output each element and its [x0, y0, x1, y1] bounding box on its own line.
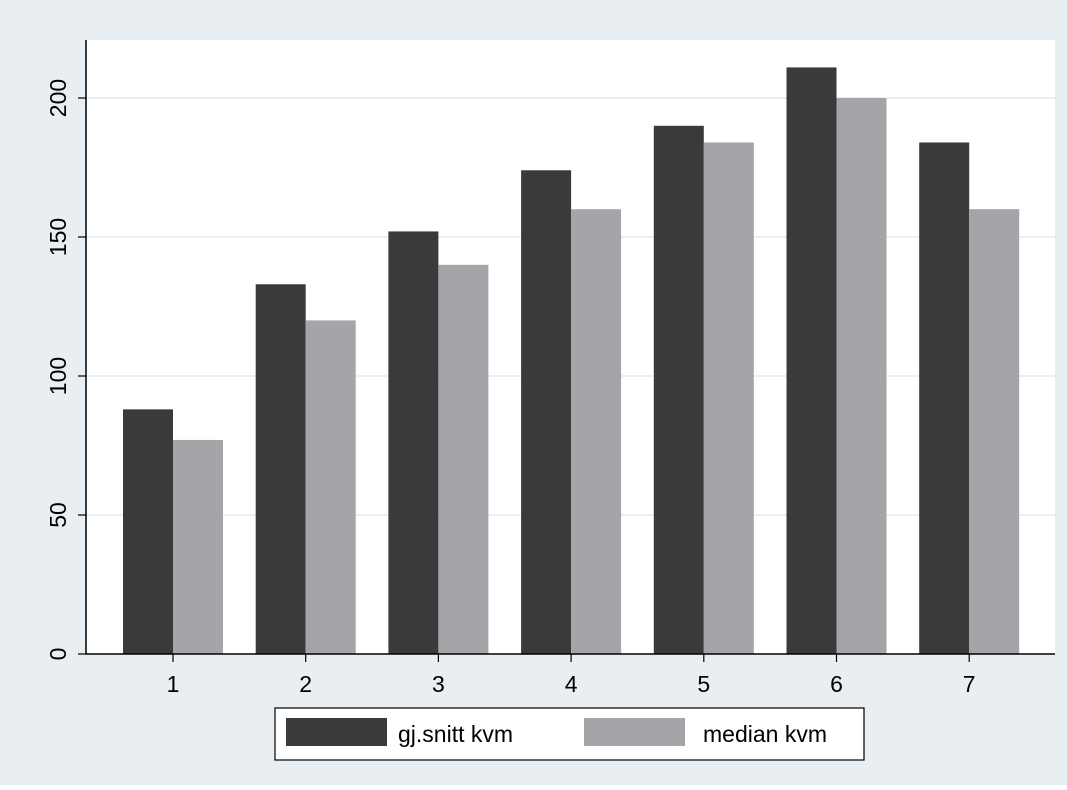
y-tick-label: 150: [45, 218, 71, 256]
y-tick-label: 200: [45, 79, 71, 117]
y-axis: 0 50 100 150 200: [45, 79, 86, 661]
legend: gj.snitt kvm median kvm: [274, 707, 865, 761]
bar-median-kvm-7: [969, 209, 1020, 654]
y-tick-label: 100: [45, 357, 71, 395]
x-axis: 1 2 3 4 5 6 7: [167, 654, 976, 697]
bar-median-kvm-1: [173, 439, 223, 654]
x-tick-label: 2: [299, 671, 312, 697]
bar-median-kvm-5: [703, 142, 754, 655]
y-tick-label: 50: [45, 502, 71, 528]
bar-median-kvm-4: [571, 209, 622, 654]
bar-median-kvm-6: [836, 98, 887, 654]
legend-label-gj-snitt-kvm: gj.snitt kvm: [398, 721, 513, 747]
x-tick-label: 7: [963, 671, 976, 697]
x-tick-label: 4: [565, 671, 578, 697]
y-tick-label: 0: [45, 648, 71, 661]
bar-gj-snitt-kvm-5: [653, 125, 704, 655]
bar-gj-snitt-kvm-2: [255, 284, 306, 654]
x-tick-label: 3: [432, 671, 445, 697]
bar-gj-snitt-kvm-3: [388, 231, 439, 654]
bars: [123, 67, 1020, 655]
bar-median-kvm-2: [305, 320, 356, 654]
legend-swatch-median-kvm: [584, 718, 685, 746]
bar-median-kvm-3: [438, 264, 489, 654]
bar-gj-snitt-kvm-7: [919, 142, 970, 655]
bar-gj-snitt-kvm-1: [123, 409, 173, 654]
legend-swatch-gj-snitt-kvm: [286, 718, 387, 746]
x-tick-label: 5: [697, 671, 710, 697]
x-tick-label: 1: [167, 671, 180, 697]
legend-label-median-kvm: median kvm: [703, 721, 827, 747]
bar-gj-snitt-kvm-6: [786, 67, 837, 655]
bar-gj-snitt-kvm-4: [521, 170, 572, 654]
x-tick-label: 6: [830, 671, 843, 697]
